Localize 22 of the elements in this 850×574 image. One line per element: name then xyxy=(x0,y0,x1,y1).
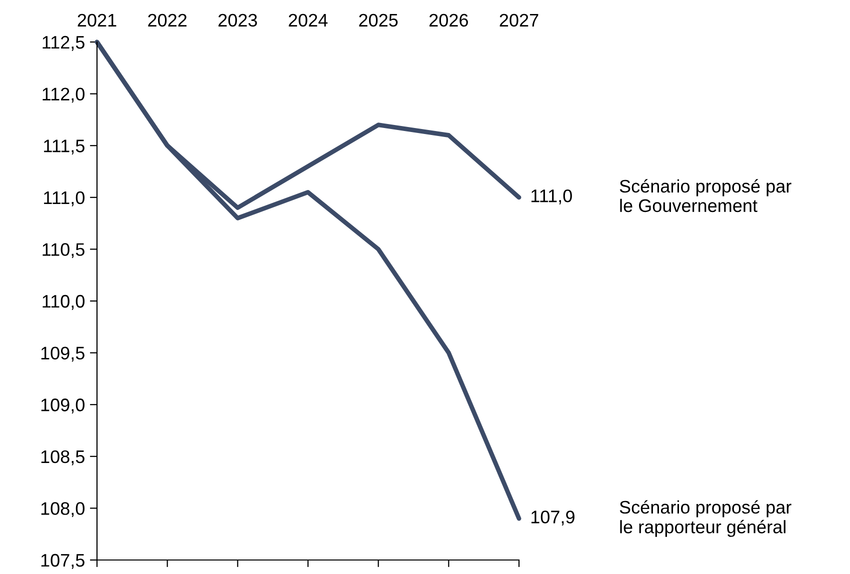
x-tick-label: 2021 xyxy=(78,14,116,27)
y-tick-label: 112,0 xyxy=(42,88,84,103)
text: Scénario proposé par le Gouvernement xyxy=(620,179,792,212)
x-tick-label: 2024 xyxy=(288,14,328,27)
x-tick-label: 2027 xyxy=(500,14,538,27)
x-tick-label: 2023 xyxy=(218,14,257,27)
data-label: 111,0 xyxy=(531,189,572,204)
y-tick-label: 110,0 xyxy=(42,294,84,310)
y-tick-label: 110,5 xyxy=(42,243,84,258)
y-tick-label: 111,0 xyxy=(44,191,84,206)
x-tick-label: 2025 xyxy=(359,14,398,27)
x-tick-label: 2022 xyxy=(148,14,187,27)
data-label: 107,9 xyxy=(531,510,574,526)
y-tick-label: 108,0 xyxy=(41,502,84,518)
y-tick-label: 111,5 xyxy=(44,140,84,154)
x-tick-label: 2026 xyxy=(429,14,468,27)
y-tick-label: 107,5 xyxy=(41,554,84,569)
y-tick-label: 108,5 xyxy=(41,450,84,466)
y-tick-label: 109,0 xyxy=(41,398,84,414)
text: Scénario proposé par le rapporteur général xyxy=(620,500,792,537)
y-tick-label: 112,5 xyxy=(42,36,84,51)
y-tick-label: 109,5 xyxy=(41,346,84,362)
